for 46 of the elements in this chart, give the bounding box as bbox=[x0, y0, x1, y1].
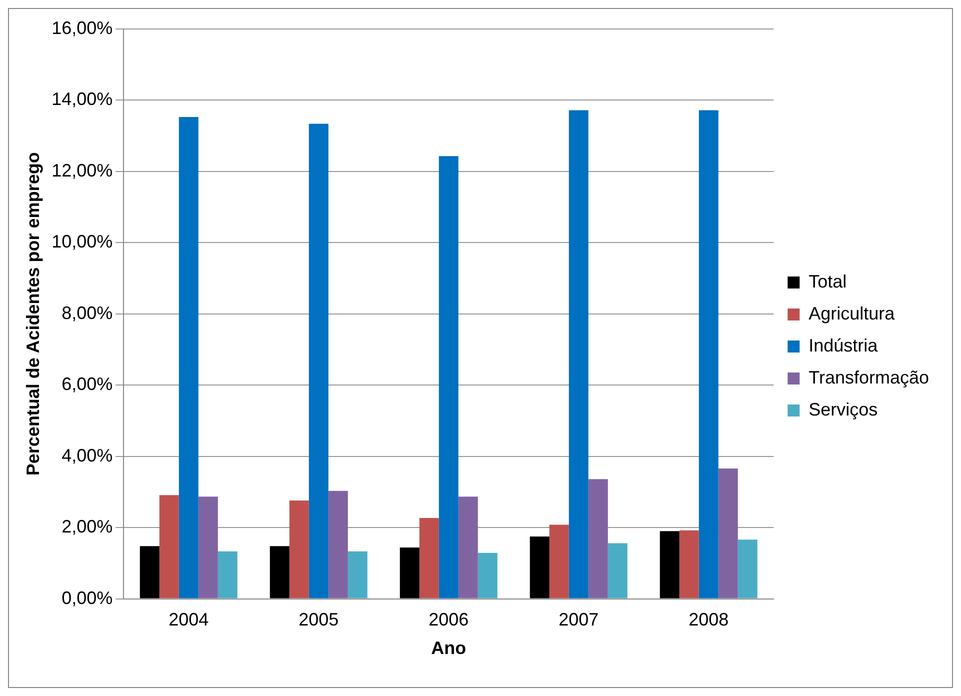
bar bbox=[718, 468, 738, 598]
bar bbox=[478, 552, 498, 598]
x-tick-label: 2004 bbox=[168, 610, 209, 630]
legend-label: Agricultura bbox=[808, 303, 896, 324]
x-tick-label: 2006 bbox=[428, 610, 469, 630]
bar bbox=[438, 156, 458, 598]
bar bbox=[289, 500, 309, 598]
legend-label: Total bbox=[808, 271, 847, 292]
bar bbox=[140, 546, 160, 598]
x-tick-label: 2005 bbox=[298, 610, 339, 630]
y-tick-label: 16,00% bbox=[52, 18, 113, 38]
bar bbox=[159, 495, 179, 598]
bar bbox=[328, 490, 348, 598]
legend-label: Transformação bbox=[808, 367, 929, 388]
legend-label: Indústria bbox=[808, 335, 879, 356]
bar bbox=[549, 524, 569, 598]
bar bbox=[698, 110, 718, 598]
legend-label: Serviços bbox=[808, 399, 878, 420]
y-tick-label: 8,00% bbox=[62, 302, 113, 323]
x-axis-title: Ano bbox=[431, 638, 466, 658]
bar bbox=[608, 543, 628, 598]
y-tick-label: 4,00% bbox=[62, 445, 113, 466]
y-tick-label: 6,00% bbox=[62, 374, 113, 394]
bar bbox=[588, 479, 608, 598]
bar bbox=[218, 551, 238, 598]
y-tick-label: 14,00% bbox=[52, 89, 113, 110]
bar bbox=[568, 110, 588, 598]
bar bbox=[458, 496, 478, 598]
bar bbox=[419, 518, 439, 598]
y-tick-label: 2,00% bbox=[62, 516, 113, 537]
y-tick-label: 0,00% bbox=[62, 588, 113, 608]
bar bbox=[198, 496, 218, 598]
bar bbox=[348, 551, 368, 598]
bar bbox=[530, 536, 550, 598]
bar bbox=[400, 548, 420, 598]
y-tick-label: 12,00% bbox=[52, 160, 113, 180]
bar bbox=[679, 530, 699, 598]
y-axis-title: Percentual de Acidentes por emprego bbox=[22, 152, 43, 476]
x-tick-label: 2007 bbox=[558, 610, 599, 630]
bar bbox=[660, 531, 680, 598]
x-tick-label: 2008 bbox=[688, 610, 729, 630]
bar bbox=[178, 116, 198, 598]
bar bbox=[308, 124, 328, 598]
bar bbox=[738, 540, 758, 598]
bar bbox=[270, 546, 290, 598]
y-tick-label: 10,00% bbox=[52, 232, 113, 252]
